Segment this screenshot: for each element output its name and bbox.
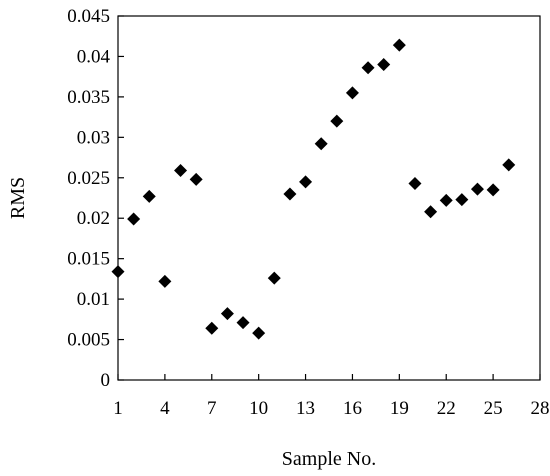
data-point-diamond bbox=[283, 187, 297, 201]
y-tick-label: 0.025 bbox=[67, 168, 110, 189]
data-point-diamond bbox=[189, 172, 203, 186]
y-tick-label: 0.03 bbox=[77, 127, 110, 148]
x-tick-label: 10 bbox=[249, 398, 268, 419]
y-tick-label: 0.035 bbox=[67, 87, 110, 108]
x-axis-ticks: 1 4 7 10 13 16 19 22 25 28 bbox=[113, 374, 550, 419]
data-point-diamond bbox=[220, 307, 234, 321]
data-point-diamond bbox=[486, 183, 500, 197]
x-tick-label: 28 bbox=[531, 398, 550, 419]
data-point-diamond bbox=[127, 212, 141, 226]
data-point-diamond bbox=[252, 326, 266, 340]
data-point-diamond bbox=[377, 58, 391, 72]
data-point-diamond bbox=[424, 205, 438, 219]
data-point-diamond bbox=[174, 163, 188, 177]
data-point-diamond bbox=[502, 158, 516, 172]
data-point-diamond bbox=[158, 274, 172, 288]
y-tick-label: 0.045 bbox=[67, 6, 110, 27]
data-point-diamond bbox=[330, 114, 344, 128]
x-tick-label: 13 bbox=[296, 398, 315, 419]
y-tick-label: 0.01 bbox=[77, 289, 110, 310]
data-point-diamond bbox=[142, 189, 156, 203]
plot-area bbox=[117, 15, 541, 381]
data-point-diamond bbox=[361, 61, 375, 75]
data-point-diamond bbox=[314, 137, 328, 151]
y-tick-label: 0.005 bbox=[67, 330, 110, 351]
y-tick-label: 0 bbox=[101, 370, 111, 391]
y-tick-label: 0.02 bbox=[77, 208, 110, 229]
x-tick-label: 25 bbox=[484, 398, 503, 419]
y-tick-label: 0.04 bbox=[77, 46, 111, 67]
y-tick-label: 0.015 bbox=[67, 249, 110, 270]
x-tick-label: 1 bbox=[113, 398, 123, 419]
data-point-diamond bbox=[455, 193, 469, 207]
data-point-diamond bbox=[205, 321, 219, 335]
y-axis-ticks: 0 0.005 0.01 0.015 0.02 0.025 0.03 0.035 0.04 0.0… bbox=[67, 6, 124, 391]
data-point-diamond bbox=[439, 193, 453, 207]
x-tick-label: 7 bbox=[207, 398, 217, 419]
x-axis-title: Sample No. bbox=[282, 448, 376, 470]
data-point-diamond bbox=[111, 265, 125, 279]
y-axis-title: RMS bbox=[7, 177, 29, 219]
data-points bbox=[111, 38, 516, 340]
data-point-diamond bbox=[408, 176, 422, 190]
data-point-diamond bbox=[299, 175, 313, 189]
x-tick-label: 16 bbox=[343, 398, 362, 419]
data-point-diamond bbox=[236, 316, 250, 330]
data-point-diamond bbox=[267, 271, 281, 285]
x-tick-label: 19 bbox=[390, 398, 409, 419]
x-tick-label: 22 bbox=[437, 398, 456, 419]
data-point-diamond bbox=[392, 38, 406, 52]
data-point-diamond bbox=[345, 86, 359, 100]
data-point-diamond bbox=[470, 182, 484, 196]
x-tick-label: 4 bbox=[160, 398, 170, 419]
